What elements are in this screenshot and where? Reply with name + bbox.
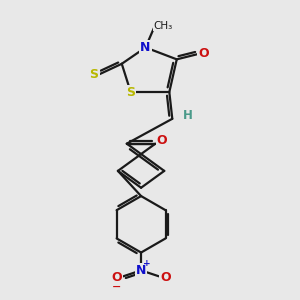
Text: S: S <box>126 85 135 98</box>
Text: S: S <box>90 68 99 81</box>
Text: O: O <box>157 134 167 147</box>
Text: +: + <box>142 259 150 268</box>
Text: N: N <box>136 264 146 277</box>
Text: N: N <box>140 41 151 54</box>
Text: H: H <box>183 109 193 122</box>
Text: CH₃: CH₃ <box>154 21 173 31</box>
Text: O: O <box>160 271 171 284</box>
Text: −: − <box>112 281 122 291</box>
Text: O: O <box>111 271 122 284</box>
Text: O: O <box>198 47 209 61</box>
